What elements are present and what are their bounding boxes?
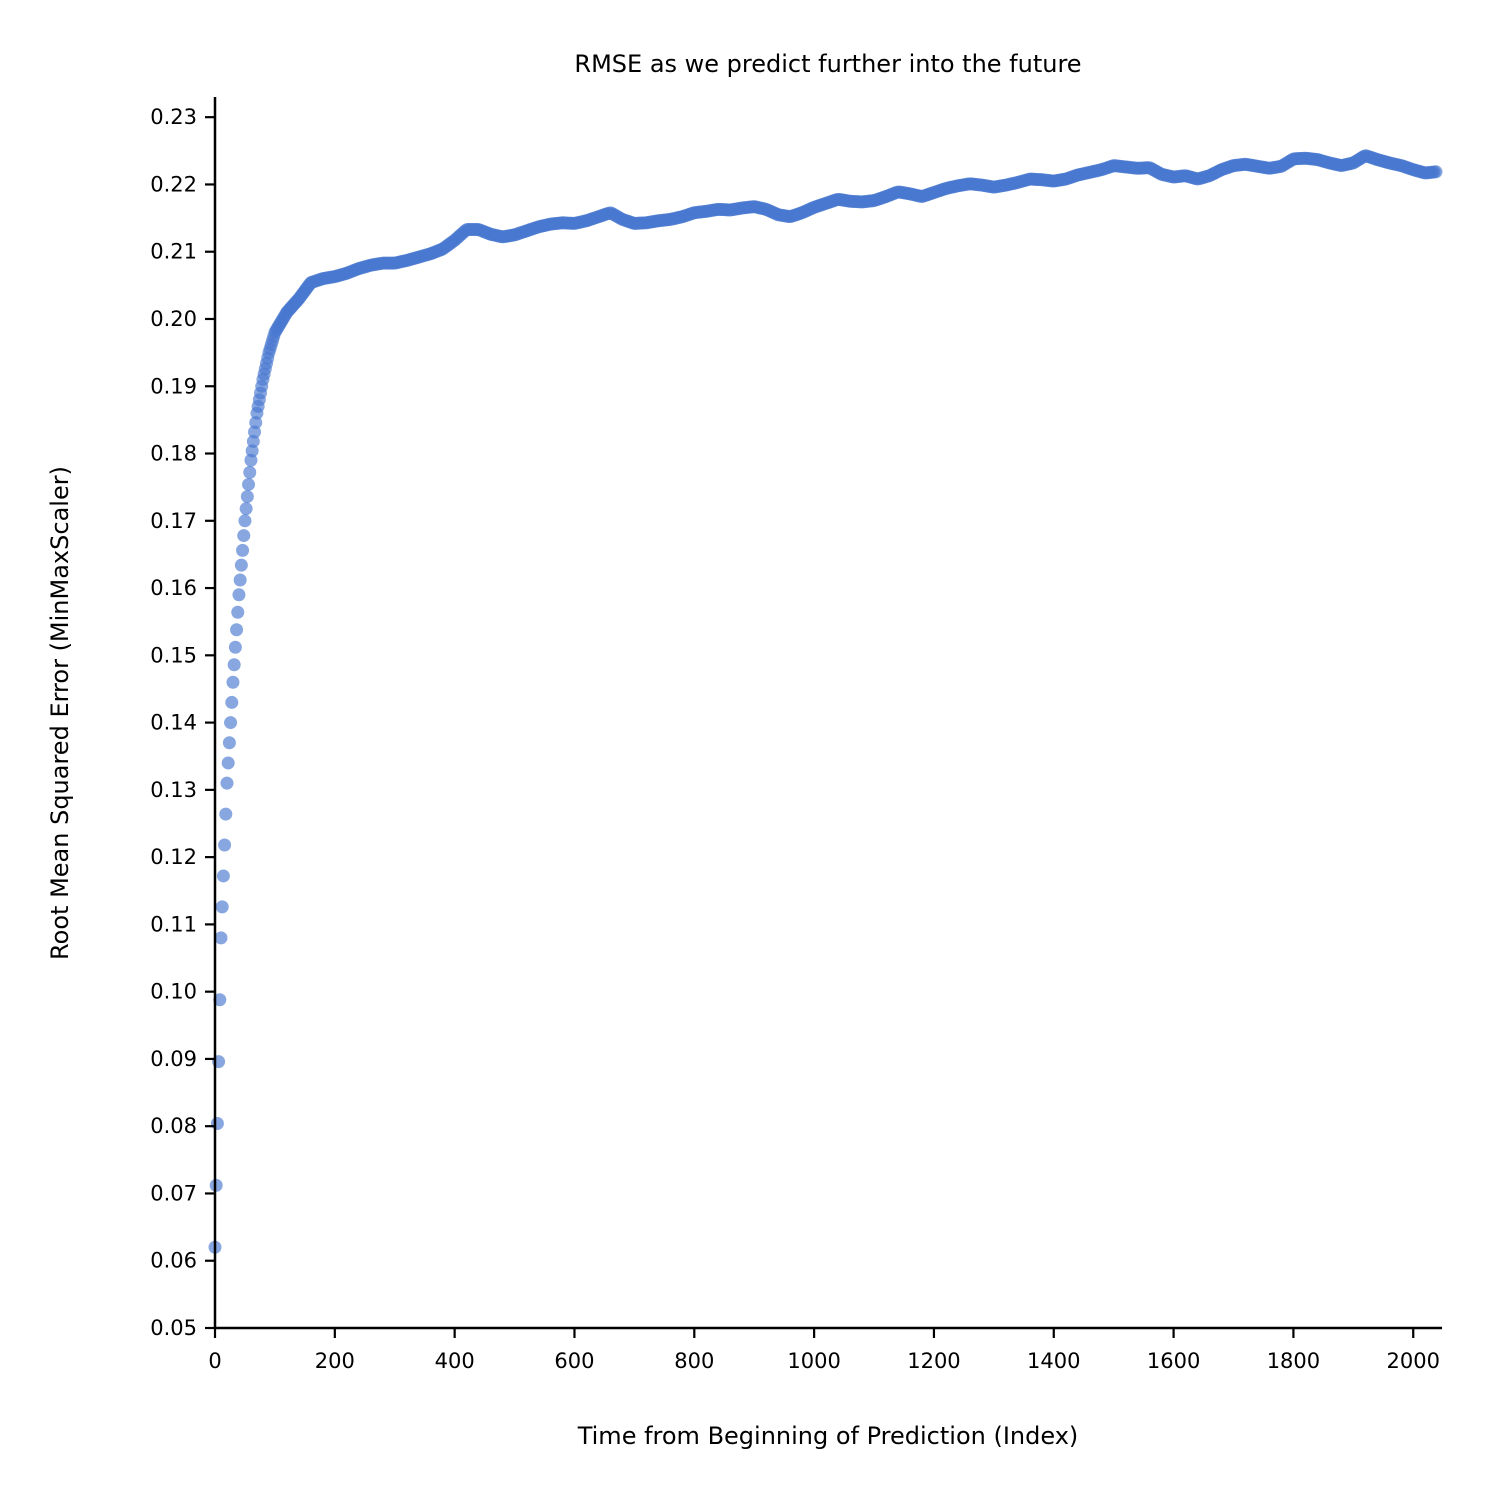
data-point <box>233 573 247 587</box>
x-tick-label: 0 <box>208 1349 221 1373</box>
data-point <box>228 640 242 654</box>
y-tick-label: 0.10 <box>150 980 197 1004</box>
y-tick-label: 0.20 <box>150 307 197 331</box>
x-tick-label: 400 <box>435 1349 475 1373</box>
y-tick-label: 0.22 <box>150 172 197 196</box>
data-point <box>218 838 232 852</box>
data-points <box>208 149 1443 1254</box>
y-tick-label: 0.09 <box>150 1047 197 1071</box>
data-point <box>236 543 250 557</box>
y-tick-label: 0.21 <box>150 240 197 264</box>
x-tick-label: 200 <box>315 1349 355 1373</box>
data-point <box>220 776 234 790</box>
x-tick-label: 1000 <box>787 1349 840 1373</box>
data-point <box>224 716 238 730</box>
x-tick-label: 800 <box>674 1349 714 1373</box>
data-point <box>242 477 256 491</box>
data-point <box>239 502 253 516</box>
data-point <box>227 658 241 672</box>
y-tick-label: 0.16 <box>150 576 197 600</box>
x-axis-ticks: 0 200 400 600 800 1000 1200 1400 1600 1800 2000 <box>208 1328 1440 1373</box>
y-tick-label: 0.17 <box>150 509 197 533</box>
data-point <box>215 900 229 914</box>
y-tick-label: 0.13 <box>150 778 197 802</box>
data-point <box>230 623 244 637</box>
data-point <box>249 416 263 430</box>
x-tick-label: 1200 <box>907 1349 960 1373</box>
data-point <box>225 695 239 709</box>
data-point <box>1429 165 1443 179</box>
x-tick-label: 1400 <box>1027 1349 1080 1373</box>
x-axis-title: Time from Beginning of Prediction (Index… <box>577 1422 1079 1450</box>
data-point <box>244 453 258 467</box>
y-axis-title: Root Mean Squared Error (MinMaxScaler) <box>46 466 74 960</box>
data-point <box>240 490 254 504</box>
y-tick-label: 0.15 <box>150 643 197 667</box>
data-point <box>231 605 245 619</box>
y-tick-label: 0.11 <box>150 912 197 936</box>
y-tick-label: 0.18 <box>150 442 197 466</box>
data-point <box>238 514 252 528</box>
data-point <box>243 465 257 479</box>
y-tick-label: 0.06 <box>150 1249 197 1273</box>
y-tick-label: 0.07 <box>150 1181 197 1205</box>
y-tick-label: 0.12 <box>150 845 197 869</box>
y-axis-ticks: 0.05 0.06 0.07 0.08 0.09 0.10 0.11 0.12 0.13 0.14… <box>150 105 215 1340</box>
data-point <box>221 756 235 770</box>
data-point <box>234 558 248 572</box>
data-point <box>232 588 246 602</box>
y-tick-label: 0.23 <box>150 105 197 129</box>
x-tick-label: 1800 <box>1267 1349 1320 1373</box>
x-tick-label: 1600 <box>1147 1349 1200 1373</box>
data-point <box>246 434 260 448</box>
data-point <box>222 736 236 750</box>
data-point <box>219 807 233 821</box>
y-tick-label: 0.14 <box>150 711 197 735</box>
data-point <box>245 444 259 458</box>
data-point <box>237 529 251 543</box>
data-point <box>216 869 230 883</box>
y-tick-label: 0.05 <box>150 1316 197 1340</box>
data-point <box>226 675 240 689</box>
data-point <box>213 993 227 1007</box>
x-tick-label: 2000 <box>1387 1349 1440 1373</box>
data-point <box>214 931 228 945</box>
data-point <box>210 1117 224 1131</box>
y-tick-label: 0.19 <box>150 374 197 398</box>
chart-title: RMSE as we predict further into the futu… <box>574 50 1081 78</box>
x-tick-label: 600 <box>554 1349 594 1373</box>
y-tick-label: 0.08 <box>150 1114 197 1138</box>
